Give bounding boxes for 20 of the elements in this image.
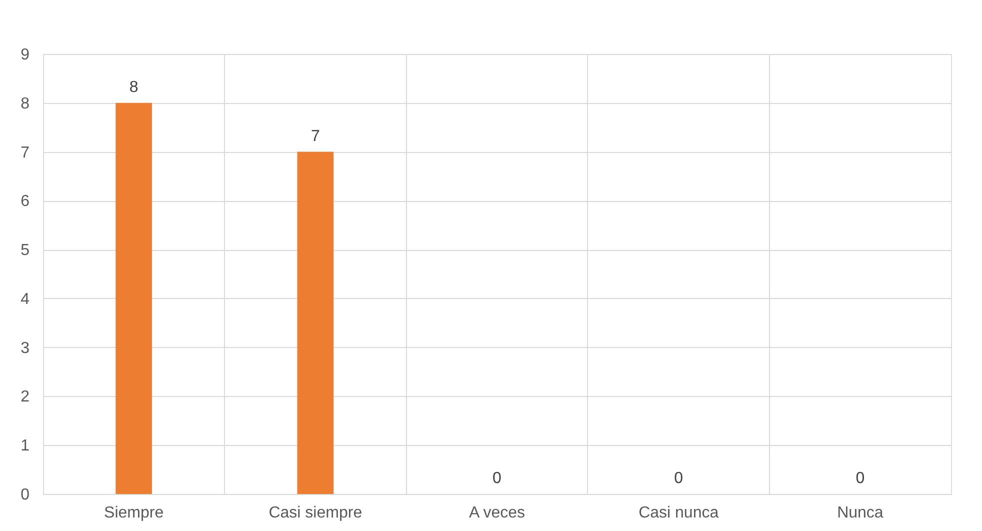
x-tick-label: Nunca: [837, 504, 884, 522]
data-label: 8: [129, 78, 138, 96]
data-label: 0: [674, 470, 684, 487]
y-tick-label: 1: [20, 438, 30, 455]
y-tick-label: 0: [20, 486, 30, 504]
y-tick-label: 5: [20, 242, 30, 260]
y-tick-label: 3: [20, 340, 30, 357]
x-tick-label: Casi nunca: [638, 504, 719, 522]
y-tick-label: 7: [20, 144, 30, 162]
data-label: 7: [310, 128, 320, 145]
y-tick-label: 6: [20, 193, 30, 210]
y-tick-label: 2: [20, 388, 30, 406]
data-label: 0: [856, 470, 865, 487]
x-tick-label: Casi siempre: [268, 504, 362, 522]
x-tick-label: Siempre: [104, 504, 164, 522]
y-tick-label: 8: [20, 95, 30, 112]
y-tick-label: 9: [20, 46, 30, 64]
y-tick-label: 4: [20, 290, 30, 308]
data-label: 0: [492, 470, 502, 487]
x-tick-label: A veces: [468, 504, 526, 522]
